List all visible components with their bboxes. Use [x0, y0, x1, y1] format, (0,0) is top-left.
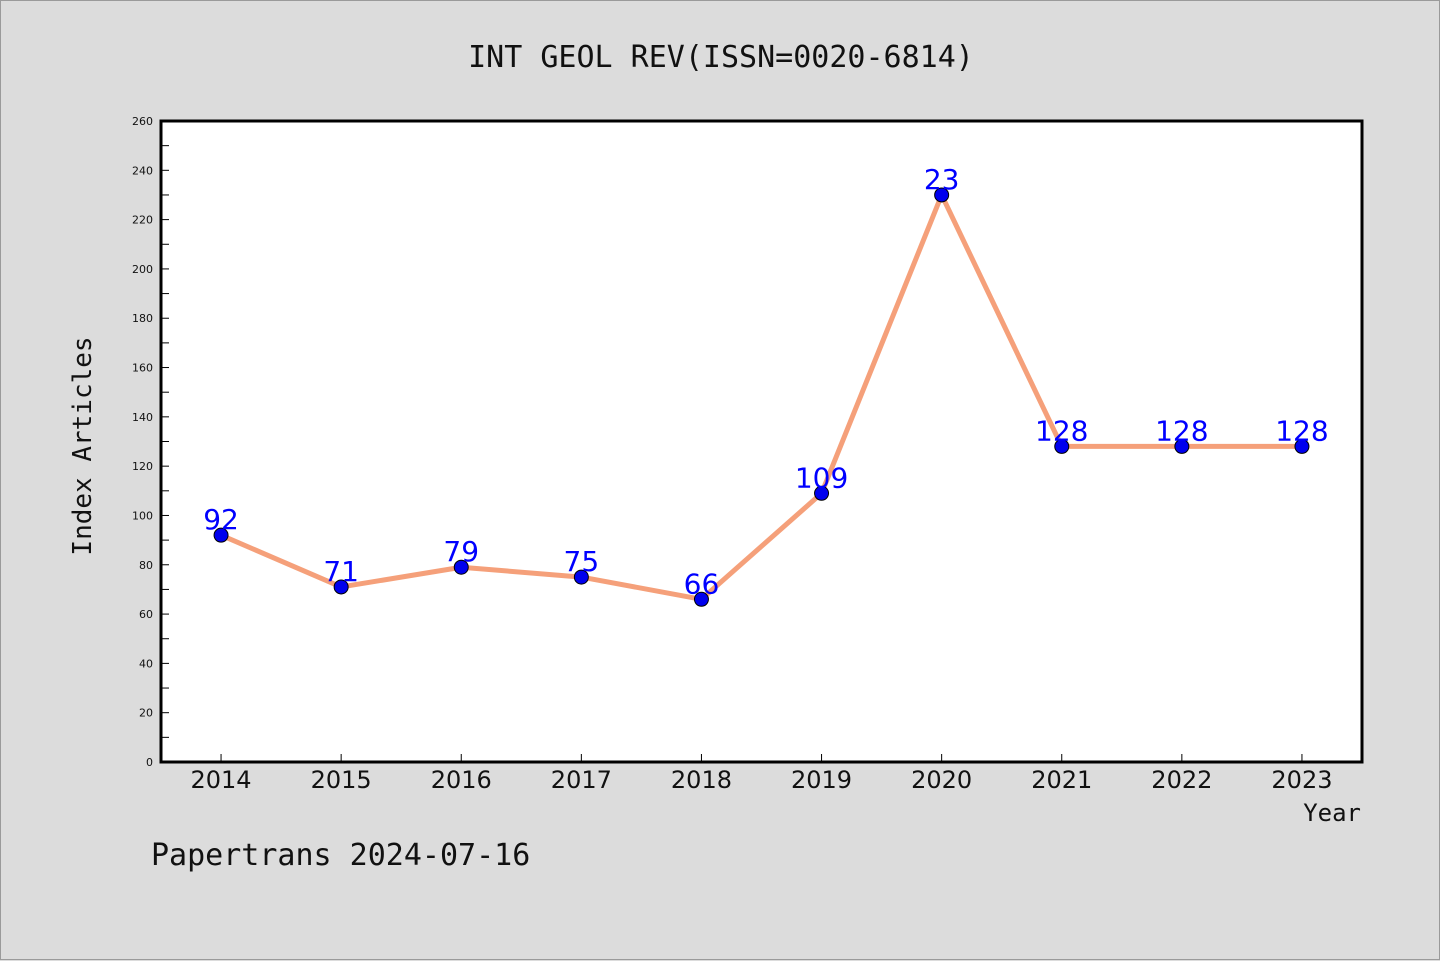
- x-tick-label: 2016: [431, 766, 492, 794]
- x-tick-label: 2015: [311, 766, 372, 794]
- chart-title: INT GEOL REV(ISSN=0020-6814): [468, 40, 974, 75]
- x-tick-label: 2019: [791, 766, 852, 794]
- y-tick-label: 20: [139, 707, 153, 720]
- x-axis-label: Year: [1303, 799, 1361, 827]
- y-axis-ticks: 0 20 40 60 80 100 120 140 160 180 200 220 240 260: [132, 115, 169, 769]
- data-label: 66: [684, 567, 720, 600]
- x-tick-label: 2014: [191, 766, 252, 794]
- x-tick-label: 2017: [551, 766, 612, 794]
- y-tick-label: 60: [139, 608, 153, 621]
- y-tick-label: 80: [139, 559, 153, 572]
- y-tick-label: 200: [132, 263, 153, 276]
- x-tick-label: 2018: [671, 766, 732, 794]
- x-tick-label: 2021: [1031, 766, 1092, 794]
- y-tick-label: 120: [132, 460, 153, 473]
- data-point: [333, 579, 349, 595]
- data-point: [814, 485, 830, 501]
- data-point: [1294, 438, 1310, 454]
- data-label: 109: [795, 461, 848, 494]
- series-group: 92 71 79 75 66 109 23 128 128 128: [203, 163, 1329, 607]
- y-tick-label: 260: [132, 115, 153, 128]
- y-axis-label: Index Articles: [68, 336, 98, 555]
- data-label: 79: [443, 535, 479, 568]
- data-point: [1174, 438, 1190, 454]
- data-label: 75: [564, 545, 600, 578]
- y-tick-label: 180: [132, 312, 153, 325]
- data-label: 128: [1275, 414, 1328, 447]
- y-tick-label: 40: [139, 657, 153, 670]
- y-tick-label: 240: [132, 164, 153, 177]
- data-label: 71: [323, 555, 359, 588]
- x-tick-label: 2022: [1151, 766, 1212, 794]
- data-point: [934, 187, 950, 203]
- footer-credit: Papertrans 2024-07-16: [151, 838, 530, 873]
- series-line: [220, 192, 1302, 602]
- x-tick-label: 2023: [1271, 766, 1332, 794]
- data-point: [213, 527, 229, 543]
- x-tick-label: 2020: [911, 766, 972, 794]
- y-tick-label: 0: [146, 756, 153, 769]
- y-tick-label: 160: [132, 362, 153, 375]
- data-point: [573, 569, 589, 585]
- y-tick-label: 220: [132, 214, 153, 227]
- data-point: [1054, 438, 1070, 454]
- plot-area: [159, 119, 1364, 764]
- data-label: 128: [1035, 414, 1088, 447]
- data-point: [693, 591, 709, 607]
- data-label: 92: [203, 503, 239, 536]
- y-tick-label: 100: [132, 509, 153, 522]
- data-label: 128: [1155, 414, 1208, 447]
- x-axis-ticks: 2014 2015 2016 2017 2018 2019 2020 2021 2022 2023: [191, 754, 1332, 794]
- data-label: 23: [924, 163, 960, 196]
- data-point: [453, 559, 469, 575]
- y-tick-label: 140: [132, 411, 153, 424]
